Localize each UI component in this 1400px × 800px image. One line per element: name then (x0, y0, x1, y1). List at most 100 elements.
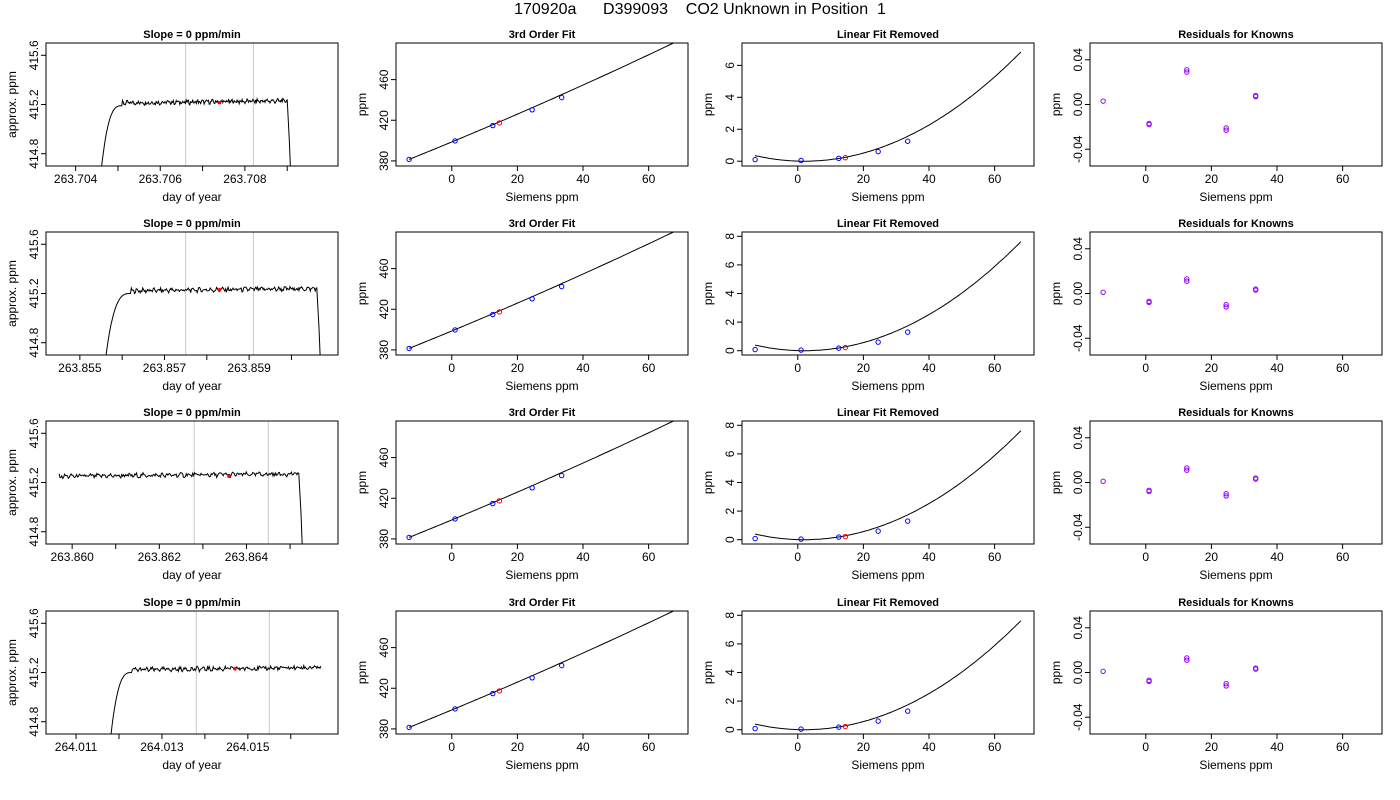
panel-r3c1: Slope = 0 ppm/min day of year approx. ppm 2… (5, 407, 339, 582)
y-tick-label: 0.00 (1071, 470, 1085, 494)
panel-r3c4: Residuals for Knowns Siemens ppm ppm 0 20 40 6… (1049, 407, 1383, 582)
known-point (836, 724, 842, 730)
x-tick-label: 60 (1336, 172, 1350, 186)
x-tick-label: 264.015 (226, 740, 270, 754)
y-tick-label: 0.04 (1071, 237, 1085, 261)
x-tick-label: 263.855 (58, 361, 102, 375)
plot-frame (741, 42, 1035, 167)
x-tick-label: 40 (576, 172, 590, 186)
known-point (798, 157, 804, 164)
known-point (798, 347, 804, 353)
x-tick-label: 40 (922, 550, 936, 564)
x-tick-label: 0 (1142, 550, 1149, 564)
data-trace (110, 663, 322, 734)
y-tick-label: 0.00 (1071, 281, 1085, 305)
panel-r3c2: 3rd Order Fit Siemens ppm ppm 0 20 40 60 380 420… (355, 407, 689, 582)
x-tick-label: 20 (1205, 550, 1219, 564)
plot-frame (1089, 231, 1383, 356)
x-axis-label: Siemens ppm (1199, 190, 1272, 204)
y-tick-label: 460 (377, 637, 391, 657)
known-point (452, 706, 458, 712)
residual-point (1223, 490, 1229, 497)
unknown-marker (233, 667, 237, 671)
plot-frame (395, 231, 689, 356)
plot-area (752, 241, 1022, 353)
plot-frame (45, 42, 339, 167)
data-trace (101, 97, 291, 166)
y-tick-label: 415.2 (27, 657, 41, 687)
unknown-marker (227, 474, 231, 479)
residual-point (1223, 680, 1229, 687)
x-tick-label: 263.862 (138, 550, 182, 564)
x-axis-label: day of year (162, 568, 221, 582)
known-point (875, 528, 881, 534)
panel-title: Residuals for Knowns (1178, 218, 1294, 230)
y-tick-label: 420 (377, 678, 391, 698)
y-tick-label: 380 (377, 151, 391, 171)
y-axis-label: ppm (355, 93, 369, 116)
panel-r1c1: Slope = 0 ppm/min day of year approx. ppm 2… (5, 29, 339, 204)
plot-frame (45, 610, 339, 735)
known-point (904, 138, 911, 144)
unknown-marker (217, 100, 222, 105)
y-tick-label: 380 (377, 529, 391, 549)
y-tick-label: 2 (723, 507, 737, 514)
x-tick-label: 0 (448, 550, 455, 564)
known-point (752, 535, 758, 542)
residual-point (1184, 465, 1190, 471)
x-tick-label: 60 (988, 172, 1002, 186)
known-point (836, 534, 842, 540)
fit-curve (754, 51, 1022, 162)
panel-r4c4: Residuals for Knowns Siemens ppm ppm 0 20 40 6… (1049, 597, 1383, 772)
panel-r2c2: 3rd Order Fit Siemens ppm ppm 0 20 40 60 380 420… (355, 218, 689, 393)
y-tick-label: 415.2 (27, 89, 41, 119)
y-tick-label: 0.00 (1071, 92, 1085, 116)
plot-area (1100, 67, 1259, 133)
x-tick-label: 40 (922, 361, 936, 375)
plot-frame (1089, 42, 1383, 167)
known-point (752, 725, 758, 732)
known-point (529, 296, 535, 302)
y-axis-label: ppm (701, 471, 715, 494)
x-tick-label: 20 (857, 740, 871, 754)
panel-title: Linear Fit Removed (837, 597, 939, 609)
x-axis-label: Siemens ppm (505, 190, 578, 204)
known-point (452, 516, 458, 522)
y-tick-label: 4 (723, 669, 737, 676)
y-tick-label: 415.6 (27, 40, 41, 70)
known-point (798, 726, 804, 732)
panel-title: Residuals for Knowns (1178, 29, 1294, 41)
y-tick-label: 4 (723, 94, 737, 101)
x-tick-label: 263.864 (225, 550, 269, 564)
known-point (558, 662, 565, 669)
panel-title: Slope = 0 ppm/min (143, 218, 241, 230)
x-tick-label: 0 (448, 361, 455, 375)
y-tick-label: 414.8 (27, 138, 41, 168)
panel-title: 3rd Order Fit (509, 407, 576, 419)
x-tick-label: 20 (1205, 172, 1219, 186)
x-tick-label: 264.011 (55, 740, 98, 754)
known-point (558, 94, 565, 101)
plot-frame (1089, 420, 1383, 545)
data-trace (105, 285, 321, 355)
fit-curve (408, 232, 675, 349)
x-axis-label: Siemens ppm (1199, 758, 1272, 772)
plot-area (1100, 465, 1259, 499)
panel-r2c3: Linear Fit Removed Siemens ppm ppm 0 20 40 60 0… (701, 218, 1035, 393)
y-tick-label: 420 (377, 488, 391, 508)
x-tick-label: 0 (794, 172, 801, 186)
x-axis-label: day of year (162, 379, 221, 393)
y-tick-label: 6 (723, 62, 737, 69)
known-point (558, 283, 565, 290)
y-tick-label: 0.04 (1071, 48, 1085, 72)
known-point (752, 156, 758, 163)
residual-point (1100, 478, 1106, 485)
x-tick-label: 263.706 (139, 172, 183, 186)
residual-point (1252, 665, 1259, 671)
data-trace (58, 470, 303, 544)
known-point (452, 327, 458, 333)
known-point (752, 346, 758, 353)
y-tick-label: 0 (723, 158, 737, 165)
residual-point (1100, 98, 1106, 104)
y-tick-label: 6 (723, 450, 737, 457)
